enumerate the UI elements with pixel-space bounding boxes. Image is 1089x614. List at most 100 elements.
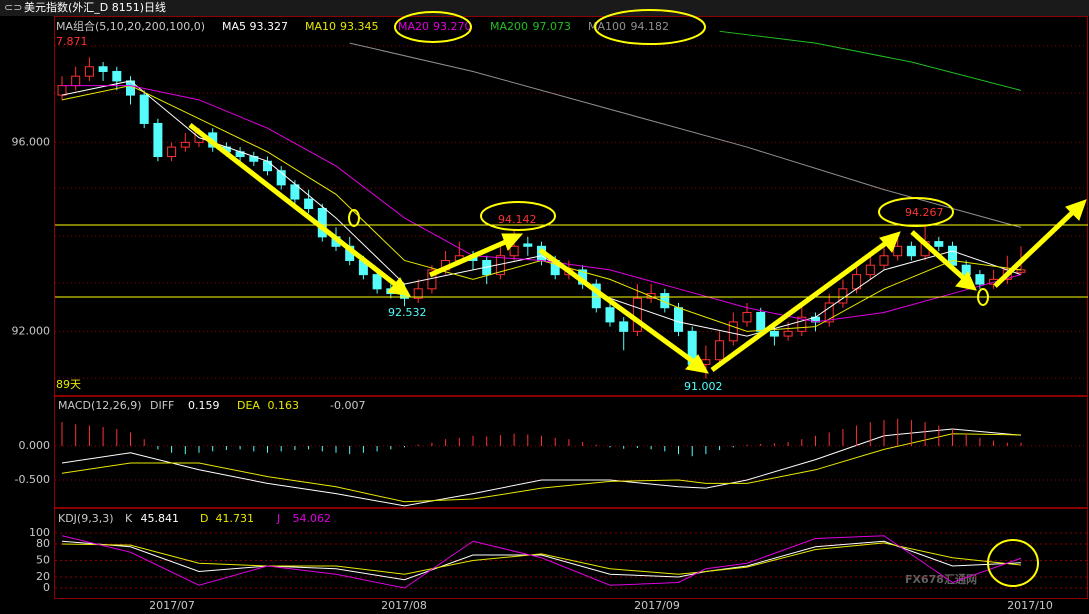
y-tick-label: 20 xyxy=(36,570,50,583)
ma-line xyxy=(62,85,1022,323)
legend-value: 0.159 xyxy=(188,399,220,412)
legend-value: 41.731 xyxy=(216,512,255,525)
kdj-line xyxy=(61,540,1022,581)
candle-body xyxy=(865,264,875,276)
candle-body xyxy=(632,297,642,332)
candle-body xyxy=(715,340,725,361)
candle-body xyxy=(742,311,752,323)
candle-body xyxy=(180,141,190,148)
trend-arrows xyxy=(188,123,1087,374)
top-price-label: 7.871 xyxy=(56,35,88,48)
legend-name: DIFF xyxy=(150,399,174,412)
y-tick-label: 80 xyxy=(36,537,50,550)
menu-icon[interactable]: ⊂⊃ xyxy=(4,1,22,14)
ma-legend-name: MA20 xyxy=(398,20,429,33)
candle-body xyxy=(57,85,67,96)
annotations xyxy=(55,9,1088,587)
watermark: FX678汇通网 xyxy=(905,573,977,586)
y-tick-label: 50 xyxy=(36,554,50,567)
ma-legend-title: MA组合(5,10,20,200,100,0) xyxy=(56,19,205,33)
panel-frames xyxy=(54,16,1088,599)
y-tick-label: 0 xyxy=(43,581,50,594)
candle-body xyxy=(769,330,779,337)
candle-body xyxy=(605,307,615,323)
legend-name: J xyxy=(276,512,280,525)
ma-legend-value: 93.270 xyxy=(433,20,472,33)
macd-line xyxy=(61,428,1022,507)
ma-legend-name: MA5 xyxy=(222,20,246,33)
candle-body xyxy=(112,70,122,82)
candle-body xyxy=(619,321,629,332)
candle-body xyxy=(276,170,286,186)
candle-body xyxy=(509,245,519,257)
high-label: 94.267 xyxy=(905,206,944,219)
candle-body xyxy=(797,316,807,332)
kdj-line xyxy=(61,535,1022,589)
ma-line xyxy=(61,85,1022,332)
candle-body xyxy=(879,255,889,266)
kdj-title: KDJ(9,3,3) xyxy=(58,512,114,525)
candle-body xyxy=(153,122,163,158)
candle-body xyxy=(756,311,766,332)
candle-body xyxy=(975,274,985,285)
candle-body xyxy=(523,243,533,247)
ma-legend-value: 93.345 xyxy=(340,20,379,33)
candle-body xyxy=(674,307,683,332)
y-tick-label: -0.500 xyxy=(15,473,50,486)
legend-name: D xyxy=(200,512,208,525)
candle-body xyxy=(71,75,81,87)
kdj-line xyxy=(61,542,1022,575)
x-tick-label: 2017/10 xyxy=(1007,599,1053,612)
candle-body xyxy=(728,321,738,342)
legend-value: 54.062 xyxy=(293,512,332,525)
macd-line xyxy=(61,433,1022,503)
candle-body xyxy=(372,274,382,290)
y-tick-label: 96.000 xyxy=(12,135,51,148)
candle-body xyxy=(413,288,423,299)
ma-legend-value: 94.182 xyxy=(631,20,670,33)
title-bar xyxy=(0,0,1089,16)
legend-value: 45.841 xyxy=(141,512,180,525)
candle-body xyxy=(824,302,834,323)
high-label: 94.142 xyxy=(498,213,537,226)
candle-body xyxy=(139,94,149,124)
ma-legend-name: MA100 xyxy=(588,20,626,33)
ma-line xyxy=(349,42,1022,228)
ma-legend-name: MA10 xyxy=(305,20,336,33)
x-tick-label: 2017/08 xyxy=(381,599,427,612)
ma-legend-value: 97.073 xyxy=(533,20,572,33)
low-label: 91.002 xyxy=(684,380,723,393)
candle-body xyxy=(167,146,177,158)
ma-legend-value: 93.327 xyxy=(250,20,289,33)
macd-title: MACD(12,26,9) xyxy=(58,399,142,412)
low-label: 92.532 xyxy=(388,306,427,319)
candle-body xyxy=(263,160,272,172)
ma-legend-name: MA200 xyxy=(490,20,528,33)
days-label: 89天 xyxy=(56,378,81,391)
candle-body xyxy=(783,330,793,337)
y-tick-label: 100 xyxy=(29,526,50,539)
candle-body xyxy=(98,66,108,72)
candle-body xyxy=(84,66,94,77)
legend-name: DEA xyxy=(237,399,260,412)
candle-body xyxy=(893,245,903,257)
candle-body xyxy=(1016,269,1026,273)
chart-title: 美元指数(外汇_D 8151)日线 xyxy=(24,0,166,14)
y-tick-label: 92.000 xyxy=(12,324,51,337)
candle-body xyxy=(934,241,944,247)
legend-name: K xyxy=(125,512,133,525)
y-tick-label: 0.000 xyxy=(19,439,51,452)
candle-body xyxy=(290,184,300,200)
candle-body xyxy=(304,198,314,210)
x-tick-label: 2017/07 xyxy=(149,599,195,612)
candle-body xyxy=(906,245,916,257)
macd-value: -0.007 xyxy=(330,399,365,412)
x-tick-label: 2017/09 xyxy=(634,599,680,612)
ma-line xyxy=(719,30,1022,91)
decor-grid xyxy=(55,45,1088,379)
ma-line xyxy=(61,80,1022,337)
legend-value: 0.163 xyxy=(268,399,300,412)
